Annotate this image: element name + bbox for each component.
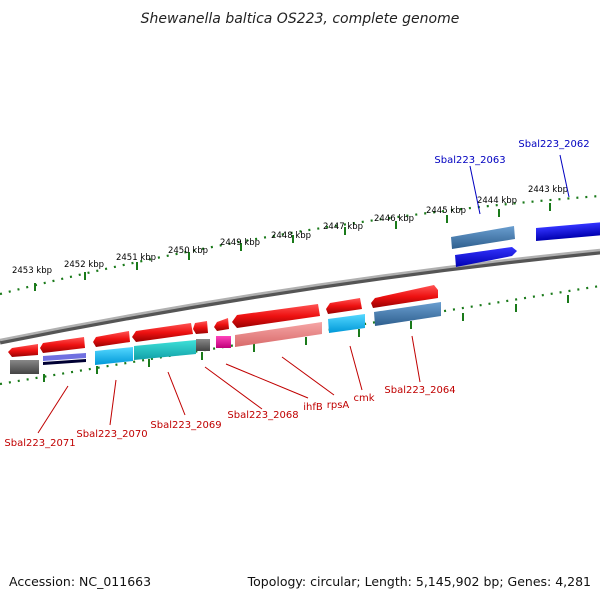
gene-rpsA-feature[interactable] — [235, 322, 322, 347]
gene-label-cmk[interactable]: cmk — [353, 393, 374, 404]
tick-label-2450: 2450 kbp — [168, 246, 208, 256]
genome-backbone — [0, 248, 600, 342]
gene-label-sbal2063[interactable]: Sbal223_2063 — [434, 155, 505, 166]
gene-label-rpsA[interactable]: rpsA — [327, 400, 350, 411]
callout-line-sbal2064 — [411, 335, 421, 383]
gene-ihfB-feature[interactable] — [216, 336, 231, 348]
callout-line-sbal2063 — [469, 165, 481, 215]
callout-line-sbal2069 — [167, 371, 186, 416]
tick-label-2446: 2446 kbp — [374, 214, 414, 224]
tick-labels: 2443 kbp 2444 kbp 2445 kbp 2446 kbp 2447… — [12, 185, 568, 276]
callout-line-cmk — [349, 345, 363, 391]
gene-ihfB[interactable] — [214, 318, 231, 348]
gene-sbal2064[interactable] — [371, 285, 441, 326]
gene-label-sbal2064[interactable]: Sbal223_2064 — [384, 385, 455, 396]
gene-cmk[interactable] — [326, 298, 365, 333]
gene-ihfB-arrow[interactable] — [214, 318, 229, 331]
tick-label-2444: 2444 kbp — [477, 196, 517, 206]
gene-labels: Sbal223_2062 Sbal223_2063 Sbal223_2064 c… — [4, 139, 589, 449]
gene-sbal2070[interactable] — [93, 331, 133, 365]
footer-accession: Accession: NC_011663 — [9, 574, 152, 589]
gene-rpsA-arrow[interactable] — [232, 304, 320, 328]
gene-sbal2064-feature[interactable] — [374, 302, 441, 326]
gene-sbal2062-body[interactable] — [536, 222, 600, 241]
callout-line-sbal2071 — [37, 385, 69, 434]
gene-sbal2062[interactable] — [536, 222, 600, 241]
gene-cmk-feature[interactable] — [328, 314, 365, 333]
inner-ruler-major-ticks — [43, 295, 569, 382]
gene-cmk-arrow[interactable] — [326, 298, 362, 314]
callout-line-sbal2068 — [204, 366, 263, 410]
callout-line-sbal2062 — [559, 154, 570, 198]
outer-ruler-major-ticks — [34, 203, 551, 291]
gene-sbal2071-arrow[interactable] — [40, 337, 85, 353]
outer-ruler — [0, 194, 600, 296]
gene-sbal2069[interactable] — [132, 323, 196, 360]
gene-sbal2068-arrow[interactable] — [193, 321, 208, 334]
gene-sbal2072-feature[interactable] — [10, 360, 39, 374]
tick-label-2451: 2451 kbp — [116, 253, 156, 263]
tick-label-2447: 2447 kbp — [323, 222, 363, 232]
gene-label-sbal2069[interactable]: Sbal223_2069 — [150, 420, 221, 431]
gene-label-sbal2068[interactable]: Sbal223_2068 — [227, 410, 298, 421]
tick-label-2448: 2448 kbp — [271, 231, 311, 241]
gene-sbal2070-arrow[interactable] — [93, 331, 130, 347]
gene-sbal2063-arrow[interactable] — [455, 247, 517, 267]
gene-sbal2070-feature[interactable] — [95, 347, 133, 365]
tick-label-2449: 2449 kbp — [220, 238, 260, 248]
gene-sbal2063-feature[interactable] — [451, 226, 515, 249]
tick-label-2453: 2453 kbp — [12, 266, 52, 276]
gene-sbal2069-feature[interactable] — [134, 340, 196, 360]
tick-label-2452: 2452 kbp — [64, 260, 104, 270]
callout-line-ihfB — [225, 363, 309, 399]
tick-label-2443: 2443 kbp — [528, 185, 568, 195]
gene-rpsA[interactable] — [232, 304, 322, 347]
genome-backbone-shadow — [0, 249, 600, 345]
gene-sbal2071-feature-top — [43, 353, 86, 361]
callout-line-rpsA — [281, 356, 335, 396]
gene-sbal2071[interactable] — [40, 337, 86, 370]
gene-label-ihfB[interactable]: ihfB — [303, 402, 323, 413]
gene-label-sbal2070[interactable]: Sbal223_2070 — [76, 429, 147, 440]
map-title: Shewanella baltica OS223, complete genom… — [141, 11, 460, 27]
gene-label-sbal2071[interactable]: Sbal223_2071 — [4, 438, 75, 449]
gene-sbal2071-feature-stripe — [43, 359, 86, 365]
gene-sbal2068[interactable] — [193, 321, 210, 351]
gene-sbal2064-arrow[interactable] — [371, 285, 438, 308]
gene-sbal2072-arrow[interactable] — [8, 344, 38, 357]
gene-sbal2068-feature[interactable] — [196, 339, 210, 351]
gene-sbal2069-arrow[interactable] — [132, 323, 193, 342]
gene-label-sbal2062[interactable]: Sbal223_2062 — [518, 139, 589, 150]
inner-ruler — [0, 284, 600, 386]
callout-lines — [37, 154, 570, 434]
gene-sbal2063[interactable] — [451, 226, 517, 267]
gene-sbal2072[interactable] — [8, 344, 39, 374]
tick-label-2445: 2445 kbp — [426, 206, 466, 216]
callout-line-sbal2070 — [109, 379, 117, 426]
footer-topology: Topology: circular; Length: 5,145,902 bp… — [247, 574, 591, 589]
